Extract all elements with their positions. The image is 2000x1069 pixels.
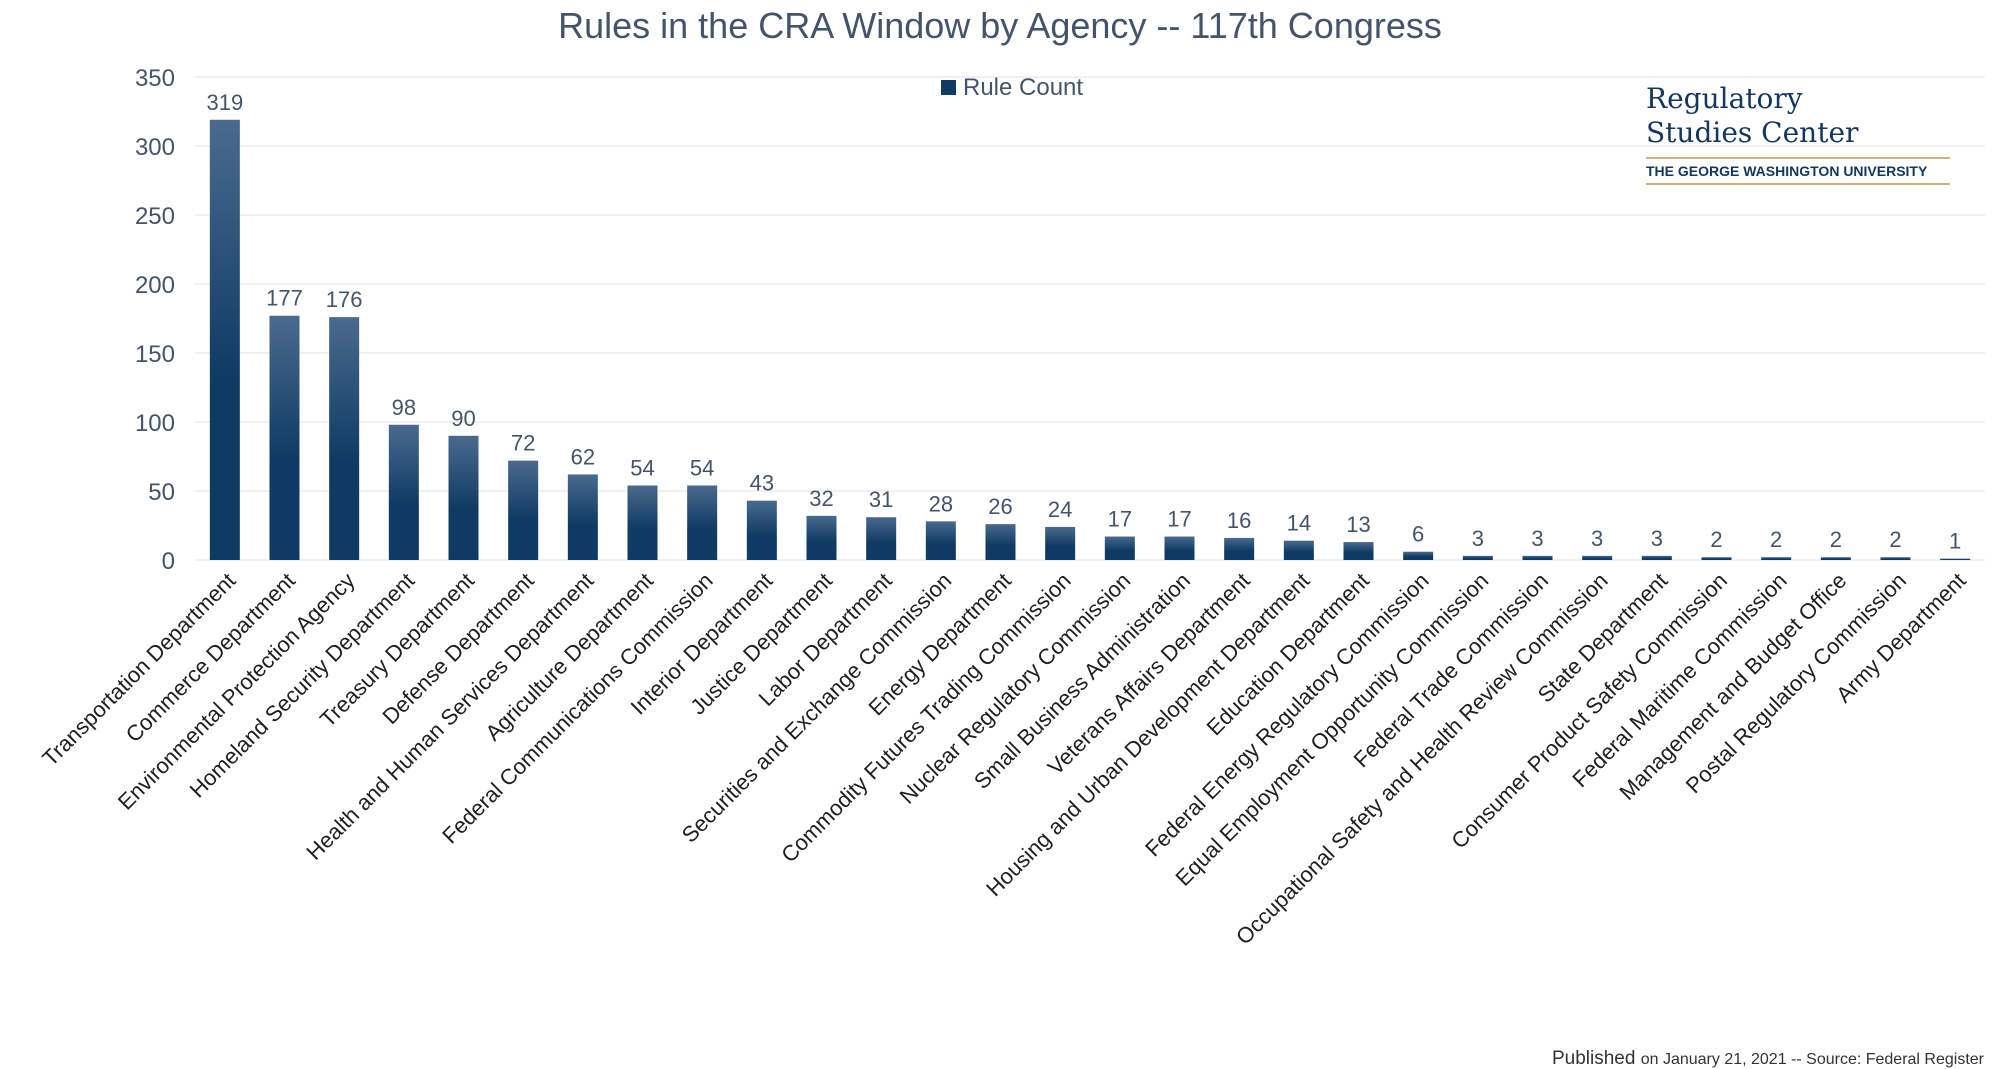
bar [567,474,598,560]
legend: Rule Count [941,74,1083,101]
logo-university: THE GEORGE WASHINGTON UNIVERSITY [1646,163,1928,179]
chart-title: Rules in the CRA Window by Agency -- 117… [558,5,1442,46]
data-label: 28 [929,491,953,516]
legend-label: Rule Count [963,74,1083,101]
bar [627,485,658,560]
data-label: 176 [326,287,363,312]
footer-prefix: Published [1552,1048,1641,1069]
bar [508,460,539,560]
data-label: 62 [571,444,595,469]
data-label: 2 [1770,527,1782,552]
y-tick-label: 300 [135,134,175,161]
data-label: 98 [392,395,416,420]
bar [1701,557,1732,560]
bar [1522,555,1553,560]
bar [985,524,1016,560]
bar [806,515,837,560]
data-label: 24 [1048,497,1072,522]
bar [448,435,479,560]
bar [1224,537,1255,560]
data-label: 54 [630,455,654,480]
logo-name-line1: Regulatory [1646,82,1803,115]
bar [866,517,897,560]
data-label: 90 [451,406,475,431]
bar [388,424,419,560]
data-label: 319 [206,90,243,115]
bar [1761,557,1792,560]
bars [209,119,1971,560]
data-label: 13 [1346,512,1370,537]
x-tick-label: Small Business Administration [969,568,1195,794]
bar [1164,536,1195,560]
logo-name-line2: Studies Center [1646,116,1859,149]
y-tick-label: 200 [135,272,175,299]
y-tick-label: 350 [135,65,175,92]
bar [1104,536,1135,560]
x-tick-label: Environmental Protection Agency [113,568,360,815]
data-label: 2 [1889,527,1901,552]
data-label: 14 [1287,511,1311,536]
y-tick-label: 250 [135,203,175,230]
data-label: 6 [1412,522,1424,547]
bar [1880,557,1911,560]
bar [329,317,360,560]
data-label: 32 [809,486,833,511]
data-label: 1 [1949,529,1961,554]
data-label: 17 [1167,507,1191,532]
data-label: 2 [1710,527,1722,552]
bar [209,119,240,560]
logo: Regulatory Studies Center THE GEORGE WAS… [1646,82,1950,185]
y-tick-label: 50 [148,479,175,506]
data-label: 72 [511,431,535,456]
bar [1582,555,1613,560]
bar [1820,557,1851,560]
y-axis: 0 50 100 150 200 250 300 350 [135,65,175,575]
bar [687,485,718,560]
legend-swatch [941,80,956,95]
data-label: 17 [1108,507,1132,532]
footer-note: Published on January 21, 2021 -- Source:… [1552,1048,1985,1069]
data-label: 177 [266,286,303,311]
data-label: 3 [1651,526,1663,551]
x-tick-label: Postal Regulatory Commission [1681,568,1911,798]
x-tick-label: Consumer Product Safety Commission [1446,568,1732,854]
data-label: 3 [1472,526,1484,551]
bar [1403,551,1434,560]
y-tick-label: 0 [162,548,175,575]
data-label: 26 [988,494,1012,519]
data-label: 3 [1591,526,1603,551]
data-label: 3 [1531,526,1543,551]
bar [1462,555,1493,560]
data-label: 16 [1227,508,1251,533]
bar [1283,540,1314,560]
bar [1940,558,1971,560]
bar [746,500,777,560]
bar [1343,542,1374,560]
data-label: 31 [869,487,893,512]
bar [269,315,300,560]
bar [1641,555,1672,560]
data-label: 54 [690,455,714,480]
y-tick-label: 150 [135,341,175,368]
data-label: 2 [1830,527,1842,552]
gridlines [195,76,1985,561]
bar [925,521,956,560]
bar [1045,526,1076,560]
footer-text: on January 21, 2021 -- Source: Federal R… [1641,1051,1985,1068]
y-tick-label: 100 [135,410,175,437]
data-label: 43 [750,471,774,496]
